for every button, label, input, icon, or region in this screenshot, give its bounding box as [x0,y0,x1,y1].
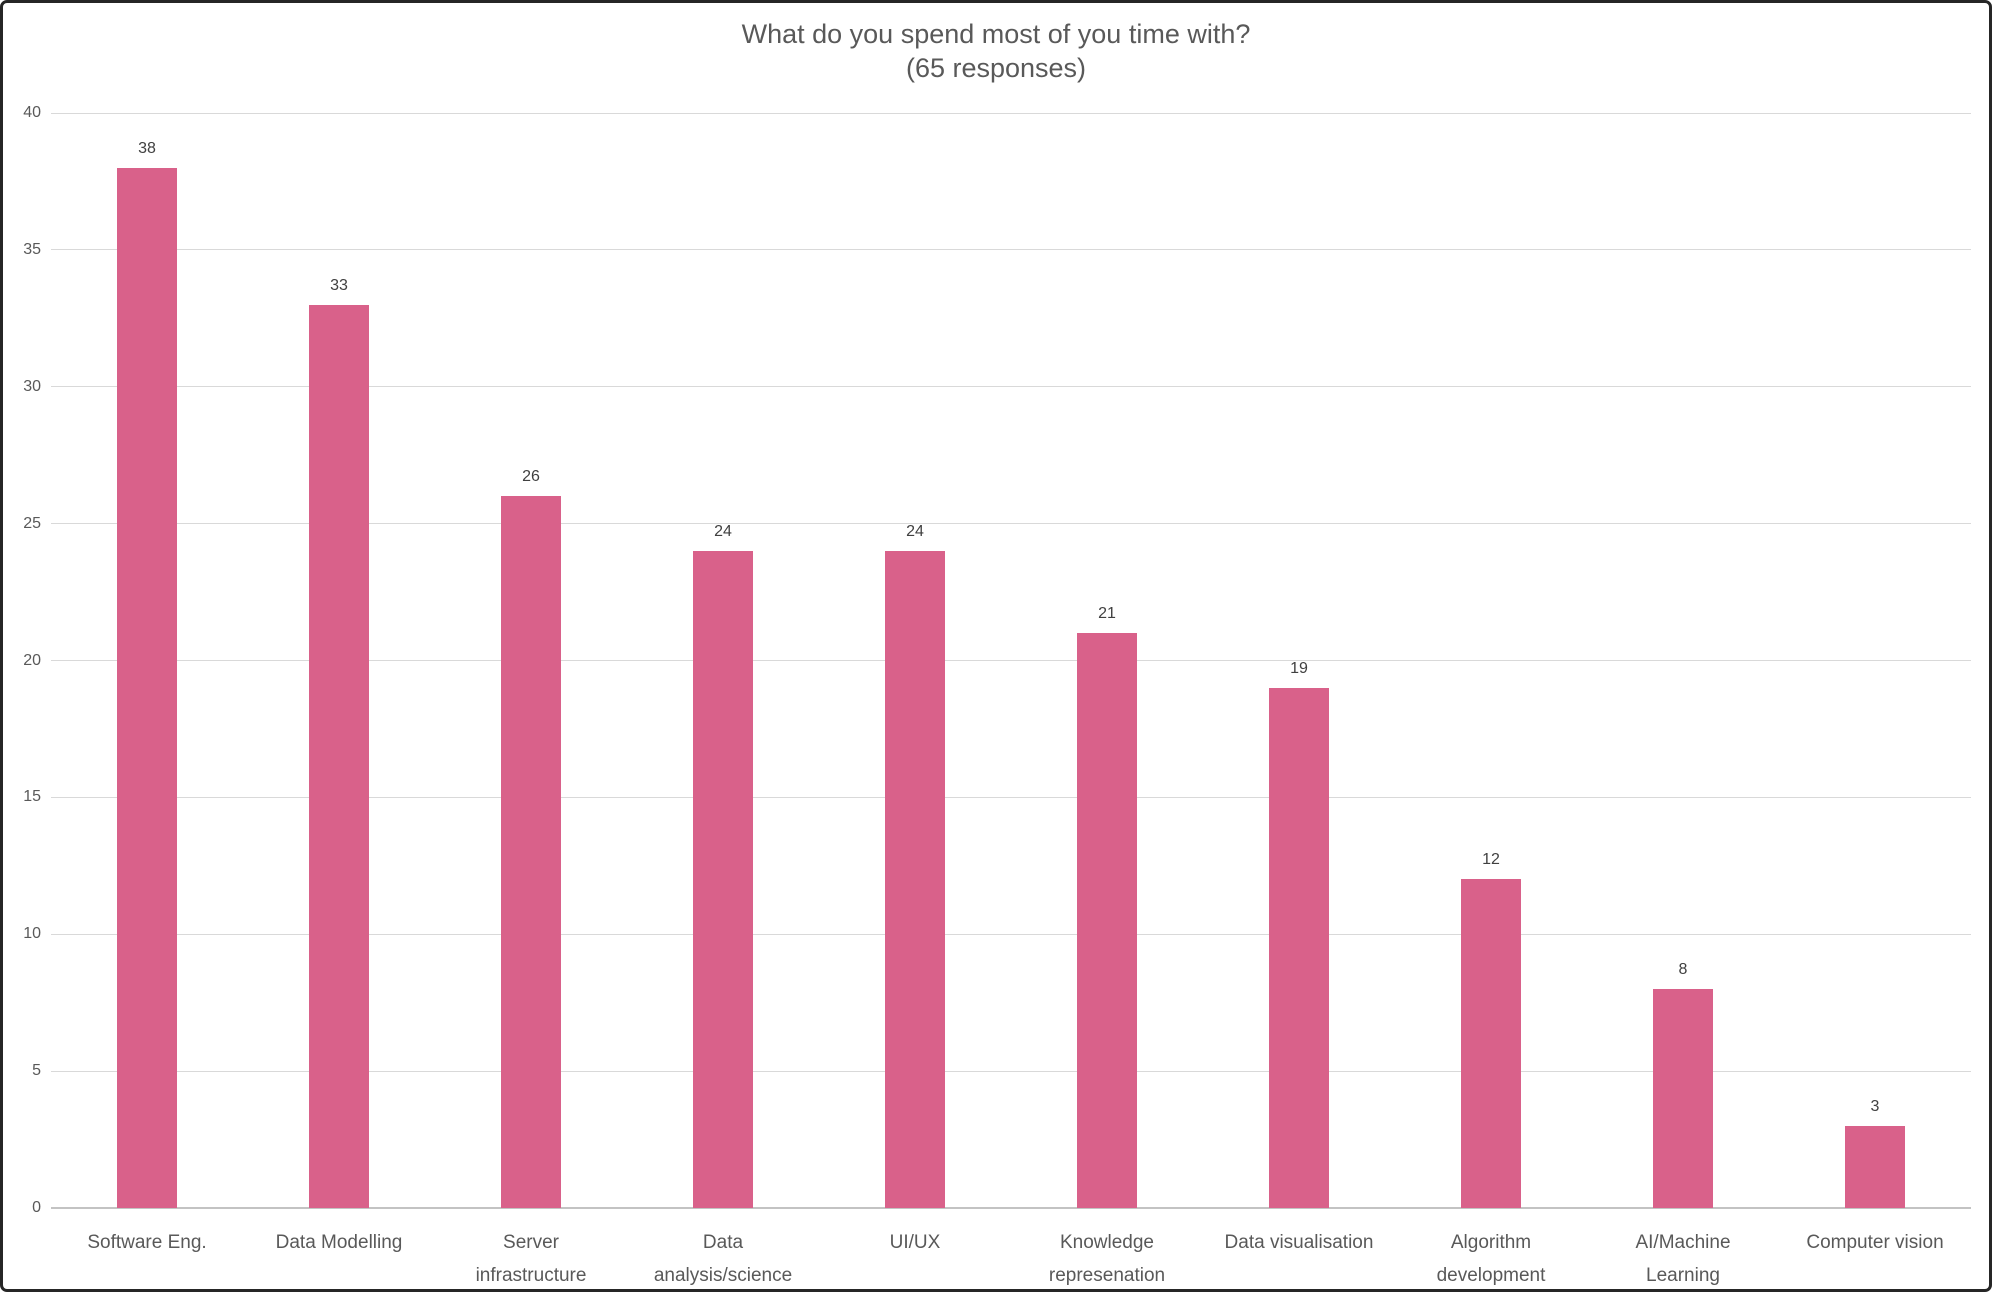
gridline [51,523,1971,525]
bar [1461,879,1521,1208]
x-category-label: Server infrastructure [435,1226,627,1289]
bar-value-label: 24 [906,523,924,540]
bar-value-label: 3 [1870,1098,1880,1115]
x-category-label: Algorithm development [1395,1226,1587,1289]
bar-value-label: 12 [1482,851,1500,868]
chart-subtitle: (65 responses) [905,53,1087,83]
x-axis-line [51,1207,1971,1209]
x-category-label: Computer vision [1779,1226,1971,1259]
y-tick-label: 0 [32,1199,41,1216]
x-category-label: UI/UX [819,1226,1011,1259]
bar [1653,989,1713,1208]
bar-value-label: 19 [1290,660,1308,677]
x-category-label-line: infrastructure [475,1265,587,1286]
x-category-label-line: Data [702,1232,744,1253]
x-category-label-line: Data Modelling [275,1232,403,1253]
x-category-label-line: development [1436,1265,1546,1286]
x-category-label-line: Data visualisation [1224,1232,1374,1253]
x-category-label-line: analysis/science [653,1265,793,1286]
y-tick-label: 40 [23,104,41,121]
gridline [51,796,1971,798]
bar [501,496,561,1208]
gridline [51,112,1971,114]
gridline [51,1070,1971,1072]
gridline [51,386,1971,388]
bar [1845,1126,1905,1208]
y-tick-label: 20 [23,651,41,669]
bar [693,551,753,1208]
x-category-label: Data analysis/science [627,1226,819,1289]
x-category-label-line: Computer vision [1806,1232,1944,1253]
x-category-label: AI/Machine Learning [1587,1226,1779,1289]
bar [1077,633,1137,1208]
bar-value-label: 21 [1098,605,1116,622]
x-category-label: Data Modelling [243,1226,435,1259]
gridline [51,933,1971,935]
x-category-label-line: Learning [1646,1265,1720,1286]
x-category-label-line: Software Eng. [87,1232,207,1253]
gridline [51,660,1971,661]
bar [885,551,945,1208]
x-category-label-line: Algorithm [1450,1232,1532,1253]
bar [1269,688,1329,1208]
x-category-label-line: UI/UX [889,1232,941,1253]
plot-area: 0 5 10 15 20 25 30 35 40 38 Software Eng. 33 Data Mo… [3,3,1989,1289]
gridline [51,249,1971,251]
bar-value-label: 24 [714,523,732,540]
y-tick-label: 25 [23,514,41,532]
bar [117,168,177,1208]
y-tick-label: 10 [23,925,41,943]
y-tick-label: 15 [23,788,41,806]
bar-value-label: 8 [1678,961,1688,978]
x-category-label-line: represenation [1048,1265,1166,1286]
bar [309,305,369,1208]
x-category-label: Knowledge represenation [1011,1226,1203,1289]
y-tick-label: 5 [32,1062,41,1080]
y-tick-label: 30 [23,377,41,395]
chart-title-block: What do you spend most of you time with?… [3,17,1989,85]
x-category-label: Data visualisation [1203,1226,1395,1259]
x-category-label-line: Server [503,1232,559,1253]
x-category-label-line: Knowledge [1059,1232,1155,1253]
y-tick-label: 35 [23,240,41,258]
bar-value-label: 38 [138,140,156,157]
bar-value-label: 33 [330,277,348,294]
x-category-label-line: AI/Machine [1635,1232,1731,1253]
bar-value-label: 26 [522,468,540,485]
x-category-label: Software Eng. [51,1226,243,1259]
chart-title: What do you spend most of you time with? [741,19,1251,49]
